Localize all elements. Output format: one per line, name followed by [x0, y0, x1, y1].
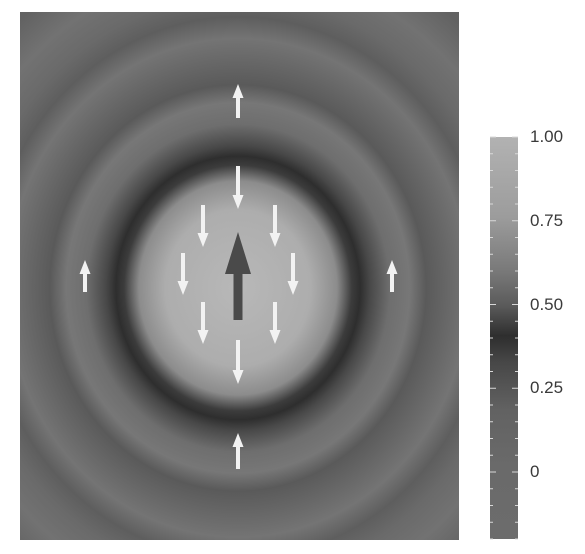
arrow-layer	[79, 84, 398, 469]
central-arrow-icon	[225, 232, 251, 320]
colorbar-tick-label: 0	[530, 462, 540, 481]
colorbar-tick-label: 0.75	[530, 210, 564, 230]
arrow-icon	[287, 253, 299, 295]
colorbar-tick-label: 1.00	[530, 127, 564, 146]
arrow-icon	[269, 302, 281, 344]
arrow-icon	[79, 260, 91, 292]
arrow-icon	[386, 260, 398, 292]
arrow-icon	[197, 302, 209, 344]
colorbar-gradient	[490, 137, 518, 539]
arrow-icon	[232, 166, 244, 209]
colorbar-ticks	[490, 136, 518, 540]
colorbar-tick-label: 0.25	[530, 378, 564, 398]
arrow-icon	[232, 84, 244, 118]
arrow-icon	[177, 253, 189, 295]
arrow-icon	[232, 340, 244, 384]
colorbar-tick-label: 0.50	[530, 294, 564, 314]
arrow-icon	[197, 205, 209, 247]
arrow-icon	[269, 205, 281, 247]
arrow-icon	[232, 433, 244, 469]
colorbar	[490, 136, 518, 540]
